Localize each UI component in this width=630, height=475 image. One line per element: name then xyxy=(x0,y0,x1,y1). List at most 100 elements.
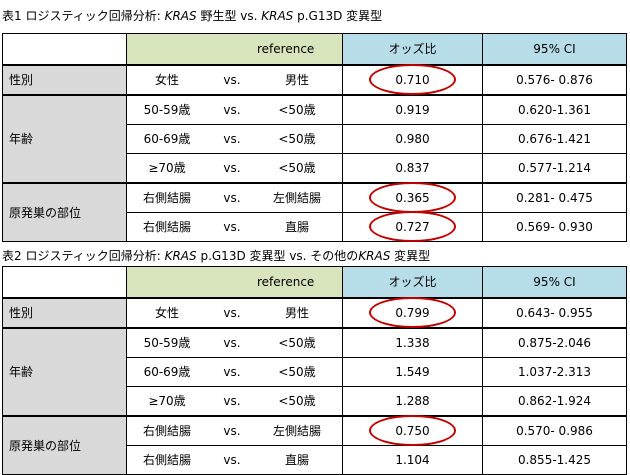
reference-group: <50歳 xyxy=(278,394,316,408)
reference-group: 直腸 xyxy=(284,220,309,234)
confidence-interval-cell: 0.620-1.361 xyxy=(482,93,627,125)
table1-header-odds-ratio: オッズ比 xyxy=(342,33,483,65)
odds-ratio-value: 0.837 xyxy=(395,160,430,175)
row-group-label: 原発巣の部位 xyxy=(2,181,127,242)
comparison-cell: 50-59歳 vs. <50歳 xyxy=(126,93,343,125)
table1-caption-suffix: p.G13D 変異型 xyxy=(293,9,383,23)
odds-ratio-cell: 0.919 xyxy=(342,93,483,125)
table1-caption-gene-2: KRAS xyxy=(261,9,294,23)
reference-group: 男性 xyxy=(284,73,309,87)
odds-ratio-value-circled: 0.710 xyxy=(369,63,457,95)
table1-header-row: reference オッズ比 95% CI xyxy=(2,33,627,65)
table-row: ≥70歳 vs. <50歳 0.837 0.577-1.214 xyxy=(3,152,627,183)
table1-header-reference: reference xyxy=(126,33,343,65)
table2-caption-middle: p.G13D 変異型 vs. その他の xyxy=(196,249,359,263)
comparison-group: ≥70歳 xyxy=(148,394,186,408)
comparison-cell: 60-69歳 vs. <50歳 xyxy=(126,123,343,154)
reference-group: 直腸 xyxy=(284,453,309,467)
table1-reference-label: reference xyxy=(257,41,315,56)
odds-ratio-cell: 0.837 xyxy=(342,152,483,183)
table2-caption-prefix: 表2 ロジスティック回帰分析: xyxy=(2,249,165,263)
odds-ratio-value-circled: 0.750 xyxy=(369,414,457,446)
odds-ratio-value-circled: 0.365 xyxy=(369,181,457,213)
versus-label: vs. xyxy=(223,364,241,379)
versus-label: vs. xyxy=(223,393,241,408)
row-group-label: 性別 xyxy=(2,63,127,95)
versus-label: vs. xyxy=(223,305,241,320)
table2-caption-gene-2: KRAS xyxy=(358,249,391,263)
comparison-cell: 60-69歳 vs. <50歳 xyxy=(126,356,343,387)
versus-label: vs. xyxy=(223,190,241,205)
reference-group: <50歳 xyxy=(278,161,316,175)
comparison-cell: 女性 vs. 男性 xyxy=(126,296,343,328)
odds-ratio-cell: 0.365 xyxy=(342,181,483,213)
confidence-interval-cell: 0.570- 0.986 xyxy=(482,414,627,446)
odds-ratio-value: 0.980 xyxy=(395,131,430,146)
versus-label: vs. xyxy=(223,335,241,350)
comparison-cell: 50-59歳 vs. <50歳 xyxy=(126,326,343,358)
row-group-label: 年齢 xyxy=(2,326,127,416)
confidence-interval-cell: 0.577-1.214 xyxy=(482,152,627,183)
confidence-interval-cell: 0.875-2.046 xyxy=(482,326,627,358)
reference-group: 左側結腸 xyxy=(272,191,321,205)
odds-ratio-value-circled: 0.799 xyxy=(369,296,457,328)
comparison-group: 女性 xyxy=(154,306,179,320)
odds-ratio-cell: 0.799 xyxy=(342,296,483,328)
versus-label: vs. xyxy=(223,452,241,467)
odds-ratio-value: 1.549 xyxy=(395,364,430,379)
versus-label: vs. xyxy=(223,219,241,234)
reference-group: <50歳 xyxy=(278,132,316,146)
confidence-interval-cell: 0.643- 0.955 xyxy=(482,296,627,328)
reference-group: <50歳 xyxy=(278,103,316,117)
comparison-group: 右側結腸 xyxy=(142,453,191,467)
comparison-group: 60-69歳 xyxy=(143,132,191,146)
odds-ratio-cell: 0.710 xyxy=(342,63,483,95)
table2: reference オッズ比 95% CI 性別 女性 vs. 男性 0.799 0.64… xyxy=(2,266,627,475)
table-row: 60-69歳 vs. <50歳 1.549 1.037-2.313 xyxy=(3,356,627,387)
odds-ratio-cell: 0.727 xyxy=(342,210,483,242)
table2-header-ci: 95% CI xyxy=(482,266,627,298)
reference-group: <50歳 xyxy=(278,365,316,379)
comparison-cell: 右側結腸 vs. 左側結腸 xyxy=(126,414,343,446)
odds-ratio-cell: 1.104 xyxy=(342,444,483,475)
comparison-cell: 右側結腸 vs. 左側結腸 xyxy=(126,181,343,213)
table1-caption-middle: 野生型 vs. xyxy=(196,9,262,23)
comparison-group: 60-69歳 xyxy=(143,365,191,379)
versus-label: vs. xyxy=(223,160,241,175)
table1-header-ci: 95% CI xyxy=(482,33,627,65)
table1-caption-prefix: 表1 ロジスティック回帰分析: xyxy=(2,9,165,23)
confidence-interval-cell: 0.281- 0.475 xyxy=(482,181,627,213)
table2-caption-suffix: 変異型 xyxy=(390,249,431,263)
versus-label: vs. xyxy=(223,72,241,87)
reference-group: 男性 xyxy=(284,306,309,320)
confidence-interval-cell: 0.576- 0.876 xyxy=(482,63,627,95)
versus-label: vs. xyxy=(223,131,241,146)
odds-ratio-cell: 1.549 xyxy=(342,356,483,387)
table-row: 年齢 50-59歳 vs. <50歳 1.338 0.875-2.046 xyxy=(2,326,627,416)
odds-ratio-cell: 1.288 xyxy=(342,385,483,416)
table1: reference オッズ比 95% CI 性別 女性 vs. 男性 0.710 0.57… xyxy=(2,33,627,242)
odds-ratio-value-circled: 0.727 xyxy=(369,210,457,242)
comparison-group: ≥70歳 xyxy=(148,161,186,175)
table-row: 右側結腸 vs. 直腸 0.727 0.569- 0.930 xyxy=(3,210,627,242)
confidence-interval-cell: 0.676-1.421 xyxy=(482,123,627,154)
odds-ratio-value: 1.288 xyxy=(395,393,430,408)
table1-header-blank xyxy=(2,33,127,65)
table2-header-reference: reference xyxy=(126,266,343,298)
comparison-group: 右側結腸 xyxy=(142,424,191,438)
comparison-cell: 右側結腸 vs. 直腸 xyxy=(126,444,343,475)
row-group-label: 性別 xyxy=(2,296,127,328)
odds-ratio-cell: 0.750 xyxy=(342,414,483,446)
odds-ratio-value: 1.338 xyxy=(395,335,430,350)
row-group-label: 原発巣の部位 xyxy=(2,414,127,475)
comparison-cell: ≥70歳 vs. <50歳 xyxy=(126,385,343,416)
odds-ratio-value: 0.919 xyxy=(395,102,430,117)
comparison-group: 右側結腸 xyxy=(142,220,191,234)
comparison-group: 50-59歳 xyxy=(143,103,191,117)
versus-label: vs. xyxy=(223,102,241,117)
versus-label: vs. xyxy=(223,423,241,438)
comparison-group: 女性 xyxy=(154,73,179,87)
table2-header-row: reference オッズ比 95% CI xyxy=(2,266,627,298)
table2-reference-label: reference xyxy=(257,274,315,289)
table2-caption: 表2 ロジスティック回帰分析: KRAS p.G13D 変異型 vs. その他の… xyxy=(2,247,430,264)
